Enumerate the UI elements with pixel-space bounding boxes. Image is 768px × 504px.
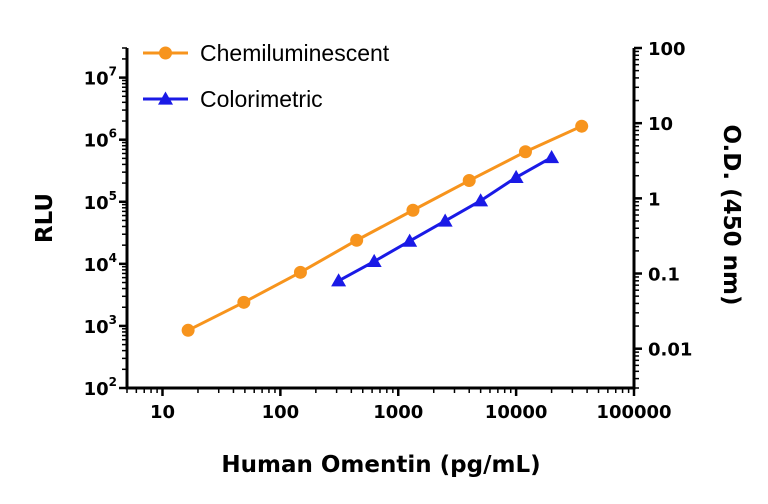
legend-item: Colorimetric [143,86,323,112]
legend-label: Colorimetric [200,86,323,112]
data-point [366,253,382,268]
data-point [544,149,560,164]
y-left-tick-label: 107 [84,65,117,90]
ticks [119,46,642,396]
data-point [406,203,420,217]
legend-label: Chemiluminescent [200,40,390,66]
x-tick-label: 10000 [485,402,548,423]
y-left-tick-label: 106 [84,127,117,152]
legend: Chemiluminescent Colorimetric [143,40,390,112]
data-point [518,145,532,159]
y-right-axis-title: O.D. (450 nm) [718,124,744,305]
legend-marker [158,91,173,105]
series-chemiluminescent [181,119,589,337]
y-right-tick-label: 0.1 [648,265,680,286]
y-right-tick-label: 100 [648,39,686,60]
data-point [350,233,364,247]
data-point [575,119,589,133]
y-right-tick-label: 1 [648,189,661,210]
data-point [181,323,195,337]
tick-labels: 10 100 1000 10000 100000 102 103 104 105 106 107 0.… [84,39,693,423]
data-point [508,169,524,184]
legend-item: Chemiluminescent [143,40,390,66]
series-colorimetric [331,149,560,287]
y-right-tick-label: 10 [648,114,673,135]
x-tick-label: 10 [150,402,175,423]
y-left-tick-label: 102 [84,375,117,400]
data-point [437,213,453,227]
x-tick-label: 100 [262,402,300,423]
data-point [293,265,307,279]
legend-marker [159,46,172,60]
data-point [462,174,476,188]
y-left-tick-label: 103 [84,313,117,338]
data-point [473,193,489,207]
data-point [402,233,418,247]
series-layer [181,119,589,337]
x-tick-label: 100000 [596,402,671,423]
y-left-tick-label: 104 [84,251,117,276]
x-tick-label: 1000 [373,402,423,423]
y-right-tick-label: 0.01 [648,340,692,361]
y-left-tick-label: 105 [84,189,117,214]
x-axis-title: Human Omentin (pg/mL) [221,452,540,478]
data-point [331,273,347,287]
y-left-axis-title: RLU [32,193,58,243]
series-line [187,124,583,332]
data-point [237,295,251,309]
